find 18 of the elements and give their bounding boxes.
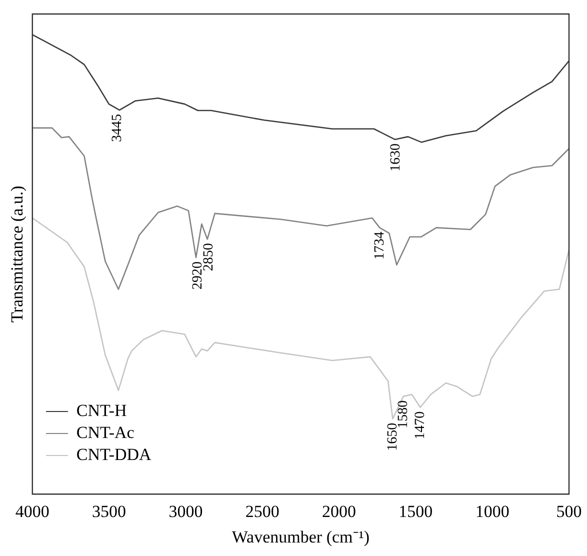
annotation: 1470 bbox=[412, 411, 428, 440]
x-tick-label: 3500 bbox=[92, 502, 126, 521]
x-tick-label: 3000 bbox=[168, 502, 203, 521]
annotation: 1630 bbox=[388, 143, 404, 172]
y-axis-title: Transmittance (a.u.) bbox=[8, 186, 27, 322]
annotation: 1734 bbox=[372, 232, 388, 260]
legend-label: CNT-H bbox=[76, 400, 127, 422]
x-tick-label: 2500 bbox=[245, 502, 280, 521]
x-tick-label: 500 bbox=[556, 502, 582, 521]
annotation: 1580 bbox=[396, 400, 412, 428]
x-tick-label: 1000 bbox=[475, 502, 510, 521]
x-tick-label: 1500 bbox=[398, 502, 433, 521]
x-axis-title: Wavenumber (cm⁻¹) bbox=[232, 527, 370, 546]
annotation: 3445 bbox=[110, 114, 126, 142]
legend-label: CNT-Ac bbox=[76, 422, 134, 444]
x-tick-label: 4000 bbox=[15, 502, 50, 521]
x-tick-label: 2000 bbox=[322, 502, 356, 521]
legend-label: CNT-DDA bbox=[76, 444, 152, 466]
